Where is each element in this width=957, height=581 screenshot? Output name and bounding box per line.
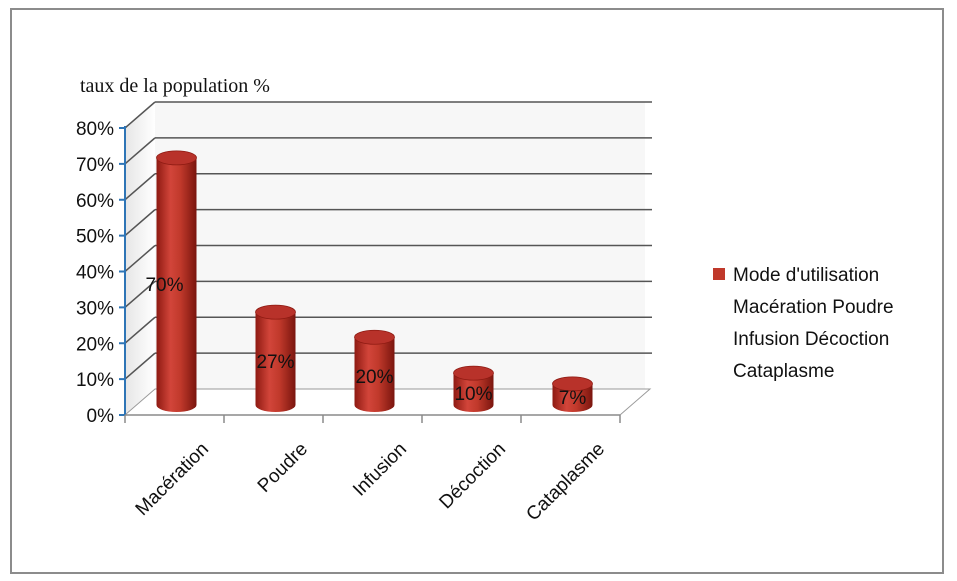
data-label: 20% xyxy=(355,367,393,388)
bar-body xyxy=(255,312,296,413)
x-tick-label: Infusion xyxy=(349,439,411,501)
bar-top xyxy=(255,304,296,320)
y-tick-label: 30% xyxy=(76,298,114,319)
y-tick-label: 80% xyxy=(76,119,114,140)
y-tick-label: 40% xyxy=(76,263,114,284)
data-label: 7% xyxy=(559,388,587,409)
y-tick-label: 10% xyxy=(76,370,114,391)
gridline-diagonal xyxy=(124,209,156,237)
bar-body xyxy=(354,337,395,413)
x-tick-label: Décoction xyxy=(435,439,510,514)
gridline-diagonal xyxy=(124,101,156,129)
data-label: 10% xyxy=(454,384,492,405)
bar xyxy=(354,329,395,413)
bar-top xyxy=(552,376,593,392)
bar-body xyxy=(156,157,197,412)
gridline-diagonal xyxy=(124,244,156,273)
x-tick-label: Poudre xyxy=(254,439,312,497)
bar xyxy=(255,304,296,413)
legend-line-4: Cataplasme xyxy=(733,361,834,382)
y-tick-label: 60% xyxy=(76,191,114,212)
data-label: 27% xyxy=(256,352,294,373)
legend-line-1: Mode d'utilisation xyxy=(733,265,879,286)
gridline-diagonal xyxy=(124,316,156,344)
legend-line-2: Macération Poudre xyxy=(733,297,894,318)
y-tick-label: 50% xyxy=(76,227,114,248)
legend: Mode d'utilisation Macération Poudre Inf… xyxy=(713,265,894,382)
legend-line-3: Infusion Décoction xyxy=(733,329,889,350)
bar xyxy=(453,365,494,413)
y-tick-label: 20% xyxy=(76,334,114,355)
bar xyxy=(156,150,197,412)
bar xyxy=(552,376,593,413)
bar-body xyxy=(552,383,593,413)
y-tick-label: 70% xyxy=(76,155,114,176)
bar-top xyxy=(156,150,197,166)
gridline-diagonal xyxy=(124,173,156,201)
x-tick-label: Macération xyxy=(132,439,213,520)
bar-body xyxy=(453,373,494,413)
y-axis-title: taux de la population % xyxy=(80,75,270,97)
data-label: 70% xyxy=(145,275,183,296)
gridline-diagonal xyxy=(124,280,156,308)
legend-swatch xyxy=(713,268,725,280)
y-tick-label: 0% xyxy=(87,406,115,427)
bar-top xyxy=(354,329,395,345)
gridline-diagonal xyxy=(124,137,156,165)
gridline-diagonal xyxy=(124,352,156,380)
x-tick-label: Cataplasme xyxy=(522,439,609,526)
bar-top xyxy=(453,365,494,381)
